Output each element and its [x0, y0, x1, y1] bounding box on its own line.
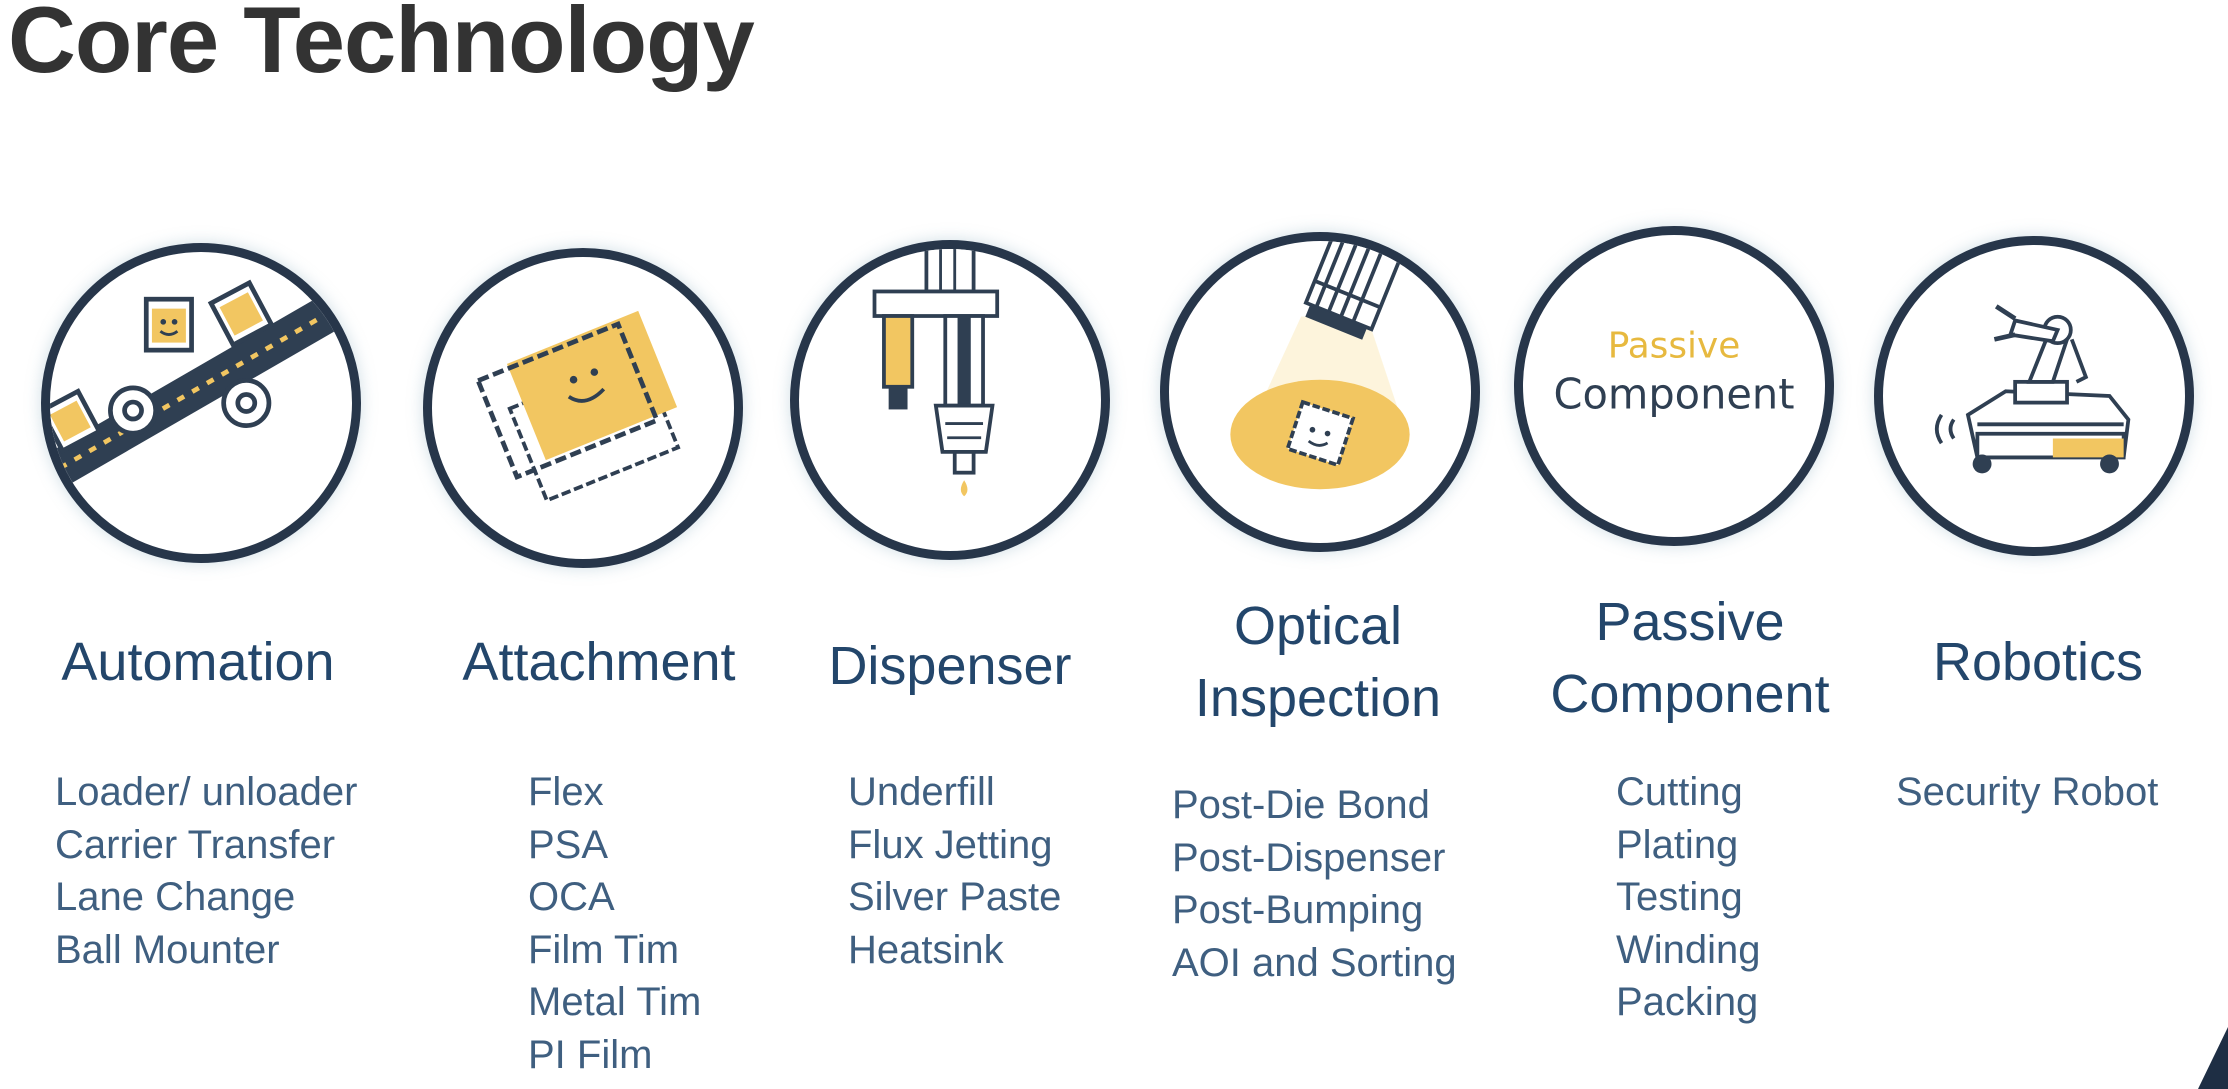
corner-decoration	[2198, 1027, 2228, 1089]
list-item: Underfill	[848, 770, 995, 814]
list-item: Lane Change	[55, 875, 296, 919]
list-item: Post-Dispenser	[1172, 835, 1446, 880]
list-item: Metal Tim	[528, 980, 702, 1024]
list-item: AOI and Sorting	[1172, 940, 1457, 985]
list-item: Silver Paste	[848, 875, 1062, 919]
page-title: Core Technology	[8, 0, 755, 92]
list-item: Ball Mounter	[55, 927, 280, 972]
list-item: Heatsink	[848, 927, 1004, 972]
column-items-automation: Loader/ unloader Carrier Transfer Lane C…	[55, 766, 357, 976]
passive-component-circle: Passive Component	[1514, 226, 1834, 546]
optical-inspection-circle	[1160, 232, 1480, 552]
column-title-automation: Automation	[61, 632, 335, 692]
column-title-optical-inspection: Optical Inspection	[1118, 590, 1518, 734]
icon-label-line2: Component	[1553, 370, 1794, 419]
icon-label-line1: Passive	[1608, 326, 1741, 367]
list-item: Packing	[1616, 980, 1759, 1024]
list-item: Post-Die Bond	[1172, 783, 1430, 827]
conveyor-icon	[50, 279, 352, 502]
camera-inspection-icon	[1230, 241, 1410, 490]
column-items-dispenser: Underfill Flux Jetting Silver Paste Heat…	[848, 766, 1061, 976]
column-items-attachment: Flex PSA OCA Film Tim Metal Tim PI Film	[528, 766, 701, 1081]
column-title-passive-component: Passive Component	[1490, 586, 1890, 730]
list-item: Flux Jetting	[848, 822, 1053, 867]
attachment-circle	[423, 248, 743, 568]
list-item: Flex	[528, 770, 604, 814]
column-title-attachment: Attachment	[462, 632, 736, 692]
list-item: Post-Bumping	[1172, 888, 1424, 932]
list-item: Loader/ unloader	[55, 770, 358, 814]
list-item: PI Film	[528, 1032, 653, 1077]
list-item: PSA	[528, 822, 609, 867]
list-item: Film Tim	[528, 927, 680, 972]
robot-arm-icon	[1934, 304, 2131, 474]
list-item: Carrier Transfer	[55, 822, 336, 867]
column-items-passive-component: Cutting Plating Testing Winding Packing	[1616, 766, 1761, 1029]
dispenser-icon	[872, 249, 1000, 497]
list-item: Testing	[1616, 875, 1743, 919]
column-items-optical-inspection: Post-Die Bond Post-Dispenser Post-Bumpin…	[1172, 779, 1457, 989]
column-title-line: Optical	[1233, 596, 1403, 656]
column-title-dispenser: Dispenser	[828, 636, 1072, 696]
dispenser-circle	[790, 240, 1110, 560]
column-title-line: Component	[1550, 664, 1830, 724]
automation-circle	[41, 243, 361, 563]
list-item: Winding	[1616, 927, 1761, 972]
robotics-circle	[1874, 236, 2194, 556]
list-item: OCA	[528, 875, 615, 919]
column-items-robotics: Security Robot	[1896, 766, 2158, 819]
film-attach-icon	[475, 310, 681, 503]
passive-component-icon: Passive Component	[1553, 326, 1794, 419]
column-title-line: Passive	[1595, 592, 1785, 652]
column-title-line: Inspection	[1194, 668, 1442, 728]
column-title-robotics: Robotics	[1932, 632, 2144, 692]
list-item: Security Robot	[1896, 770, 2159, 814]
list-item: Plating	[1616, 822, 1739, 867]
list-item: Cutting	[1616, 770, 1743, 814]
